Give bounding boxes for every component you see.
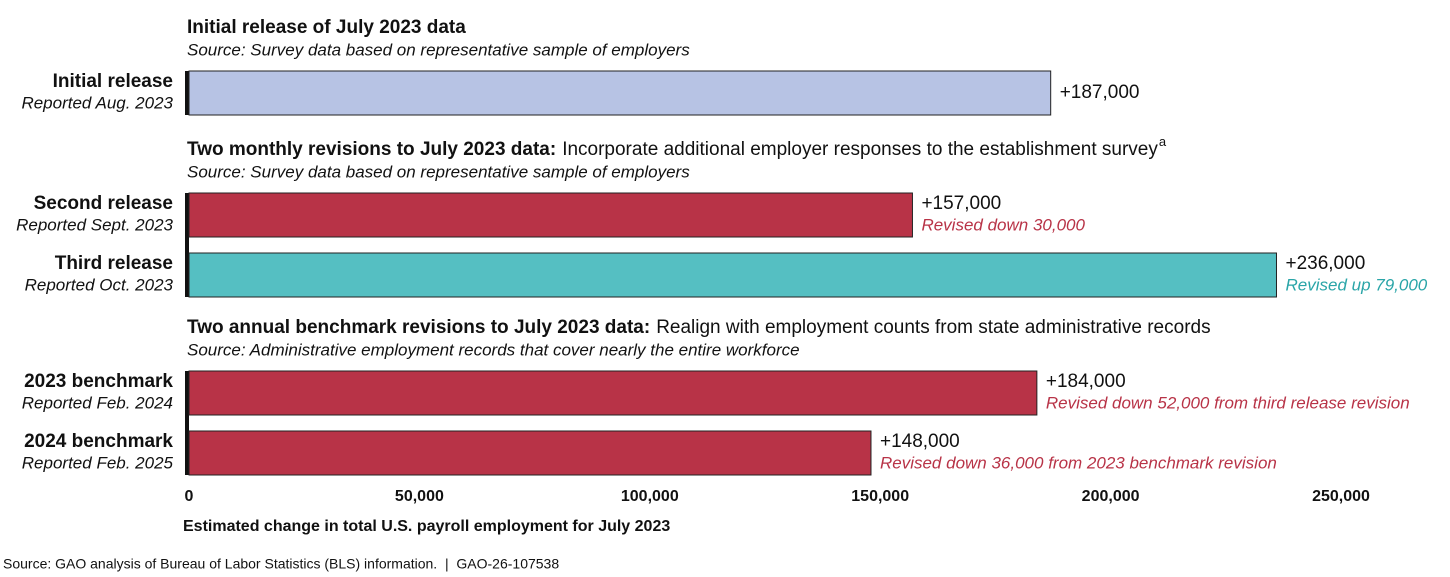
x-axis-label: Estimated change in total U.S. payroll e… <box>183 518 670 535</box>
category-label: Initial release <box>53 71 173 92</box>
group-axis-line <box>185 71 189 115</box>
x-tick-label: 200,000 <box>1082 488 1140 505</box>
group-axis-line <box>185 371 189 475</box>
value-label: +236,000 <box>1285 253 1365 274</box>
section-title: Two monthly revisions to July 2023 data:… <box>187 134 1167 160</box>
bar <box>188 192 913 238</box>
section-source: Source: Survey data based on representat… <box>187 162 690 181</box>
bar <box>188 252 1277 298</box>
value-label: +148,000 <box>880 431 960 452</box>
section-title-bold: Two monthly revisions to July 2023 data: <box>187 139 556 160</box>
value-label: +184,000 <box>1046 371 1126 392</box>
section-title: Initial release of July 2023 data <box>187 17 466 38</box>
section-title-bold: Initial release of July 2023 data <box>187 17 466 38</box>
annotation: Revised up 79,000 <box>1285 275 1427 294</box>
section-source: Source: Survey data based on representat… <box>187 40 690 59</box>
section-title: Two annual benchmark revisions to July 2… <box>187 317 1211 338</box>
bar <box>188 430 872 476</box>
value-label: +187,000 <box>1060 82 1140 103</box>
category-sublabel: Reported Feb. 2025 <box>22 453 174 472</box>
section-description: Realign with employment counts from stat… <box>656 317 1210 338</box>
bar <box>188 70 1052 116</box>
category-label: 2024 benchmark <box>24 431 173 452</box>
x-tick-label: 250,000 <box>1312 488 1370 505</box>
footnote-marker: a <box>1159 134 1167 149</box>
category-label: Third release <box>55 253 173 274</box>
section-description: Incorporate additional employer response… <box>562 139 1158 160</box>
x-tick-label: 100,000 <box>621 488 679 505</box>
x-tick-label: 50,000 <box>395 488 444 505</box>
x-tick-label: 150,000 <box>851 488 909 505</box>
footer: Source: GAO analysis of Bureau of Labor … <box>3 556 559 572</box>
category-sublabel: Reported Feb. 2024 <box>22 393 173 412</box>
value-label: +157,000 <box>921 193 1001 214</box>
category-label: Second release <box>34 193 173 214</box>
x-tick-label: 0 <box>185 488 194 505</box>
section-source: Source: Administrative employment record… <box>187 340 800 359</box>
section-title-bold: Two annual benchmark revisions to July 2… <box>187 317 650 338</box>
annotation: Revised down 30,000 <box>921 215 1085 234</box>
bar <box>188 370 1038 416</box>
annotation: Revised down 52,000 from third release r… <box>1046 393 1410 412</box>
category-label: 2023 benchmark <box>24 371 173 392</box>
category-sublabel: Reported Sept. 2023 <box>16 215 173 234</box>
group-axis-line <box>185 193 189 297</box>
category-sublabel: Reported Aug. 2023 <box>21 93 173 112</box>
category-sublabel: Reported Oct. 2023 <box>25 275 174 294</box>
annotation: Revised down 36,000 from 2023 benchmark … <box>880 453 1277 472</box>
